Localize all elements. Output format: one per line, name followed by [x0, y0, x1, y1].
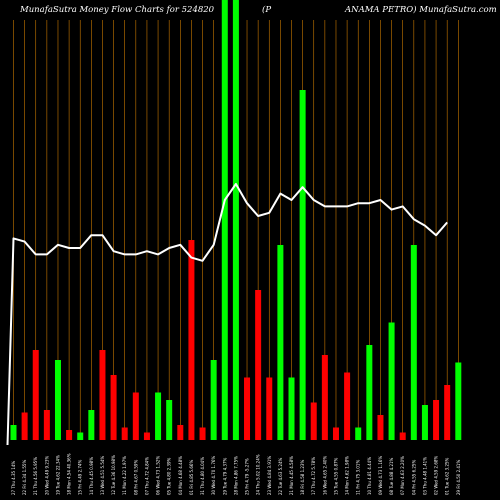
bar — [455, 362, 462, 440]
x-tick-label: 23 Wed 4.84 3.91% — [267, 456, 272, 495]
x-tick-label: 04 Mon 4.68 4.48% — [178, 456, 183, 495]
x-tick-label: 27 Thu 4.35 14% — [11, 461, 16, 495]
chart-title-mid: (P — [262, 4, 271, 15]
x-tick-label: 07 Thu 4.72 4.84% — [144, 457, 149, 495]
x-tick-label: 13 Wed 4.51 5.54% — [100, 456, 105, 495]
bar — [399, 432, 406, 440]
x-tick-label: 21 Mon 4.45 4.58% — [289, 456, 294, 495]
bar — [188, 240, 195, 440]
x-tick-label: 05 Tue 4.80 2.39% — [167, 457, 172, 495]
x-tick-label: 19 Tue 4.62 22.34% — [55, 455, 60, 495]
x-tick-label: 07 Mon 4.63 2.20% — [400, 456, 405, 495]
bar — [32, 350, 39, 440]
bar — [266, 377, 273, 440]
x-tick-label: 11 Fri 4.75 3.01% — [356, 460, 361, 495]
x-tick-label: 08 Fri 4.67 0.59% — [133, 460, 138, 495]
bar — [10, 425, 17, 440]
bar-series — [10, 0, 462, 440]
x-tick-labels: 27 Thu 4.35 14% 22 Fri 4.34 1.55% 21 Thu 4… — [11, 453, 461, 495]
x-tick-label: 16 Wed 4.65 2.40% — [322, 456, 327, 495]
x-tick-label: 08 Tue 4.88 4.21% — [389, 457, 394, 495]
bar — [121, 427, 128, 440]
x-tick-label: 09 Wed 4.73 1.16% — [378, 456, 383, 495]
bar — [255, 290, 262, 440]
bar — [221, 0, 228, 440]
money-flow-line — [6, 183, 448, 446]
x-tick-label: 28 Mon 4.86 7.75% — [233, 456, 238, 495]
x-tick-label: 06 Wed 4.73 1.52% — [156, 456, 161, 495]
x-tick-label: 22 Fri 4.34 1.55% — [22, 460, 27, 495]
x-tick-label: 03 Thu 4.48 1.41% — [422, 457, 427, 495]
x-tick-label: 02 Wed 4.59 2.68% — [434, 456, 439, 495]
x-tick-label: 17 Thu 4.72 5.78% — [311, 457, 316, 495]
bar — [421, 405, 428, 440]
bar — [299, 90, 306, 440]
bar — [143, 432, 150, 440]
x-tick-label: 30 Wed 4.70 1.76% — [211, 456, 216, 495]
bar — [332, 427, 339, 440]
x-tick-label: 15 Tue 4.55 0.87% — [333, 457, 338, 495]
bar — [132, 392, 139, 440]
bar — [43, 410, 50, 440]
x-tick-label: 31 Thu 4.80 4.04% — [200, 457, 205, 495]
bar — [310, 402, 317, 440]
bar — [244, 377, 251, 440]
bar — [177, 425, 184, 440]
x-tick-label: 29 Tue 4.79 4.37% — [222, 457, 227, 495]
bar — [344, 372, 351, 440]
x-tick-label: 20 Wed 4.49 9.23% — [44, 456, 49, 495]
x-tick-label: 25 Fri 4.79 -5.27% — [245, 458, 250, 495]
bar — [110, 375, 117, 440]
x-tick-label: 01 Tue 4.62 3.25% — [445, 457, 450, 495]
x-tick-label: 24 Thu 5.02 10.24% — [256, 454, 261, 495]
bar — [199, 427, 206, 440]
bar — [355, 427, 362, 440]
bar — [433, 400, 440, 440]
bar — [88, 410, 95, 440]
bar — [410, 245, 417, 440]
bar — [210, 360, 217, 440]
x-tick-label: 10 Thu 4.81 4.44% — [367, 457, 372, 495]
bar — [66, 430, 73, 440]
x-tick-label: 18 Fri 4.58 1.23% — [300, 460, 305, 495]
bar — [155, 392, 162, 440]
bar — [54, 360, 61, 440]
x-tick-label: 12 Tue 4.36 10.98% — [111, 455, 116, 495]
bar — [388, 322, 395, 440]
x-tick-label: 11 Mon 4.22 1.97% — [122, 456, 127, 495]
bar — [99, 350, 106, 440]
x-tick-label: 14 Thu 4.45 0.98% — [89, 457, 94, 495]
x-tick-label: 22 Tue 4.63 5.24% — [278, 457, 283, 495]
bar — [277, 245, 284, 440]
bar — [232, 0, 239, 440]
x-tick-label: 18 Mon 4.54 40.36% — [67, 453, 72, 495]
line-series — [6, 183, 448, 446]
bar — [366, 345, 373, 440]
x-tick-label: 14 Mon 4.62 1.98% — [345, 456, 350, 495]
bar — [166, 400, 173, 440]
x-tick-label: 21 Thu 4.56 5.95% — [33, 457, 38, 495]
x-tick-label: 29 Fri 4.50 2.41% — [456, 460, 461, 495]
x-tick-label: 15 Fri 4.49 2.74% — [78, 460, 83, 495]
chart-title-right: ANAMA PETRO) MunafaSutra.com — [344, 4, 497, 15]
chart-title-left: MunafaSutra Money Flow Charts for 524820 — [19, 5, 215, 15]
x-tick-label: 04 Fri 4.55 6.25% — [411, 460, 416, 495]
bar — [377, 415, 384, 440]
bar — [288, 377, 295, 440]
bar — [77, 432, 84, 440]
bar — [321, 355, 328, 440]
bar — [444, 385, 451, 440]
x-tick-label: 01 Fri 4.85 5.66% — [189, 460, 194, 495]
bar — [21, 412, 28, 440]
